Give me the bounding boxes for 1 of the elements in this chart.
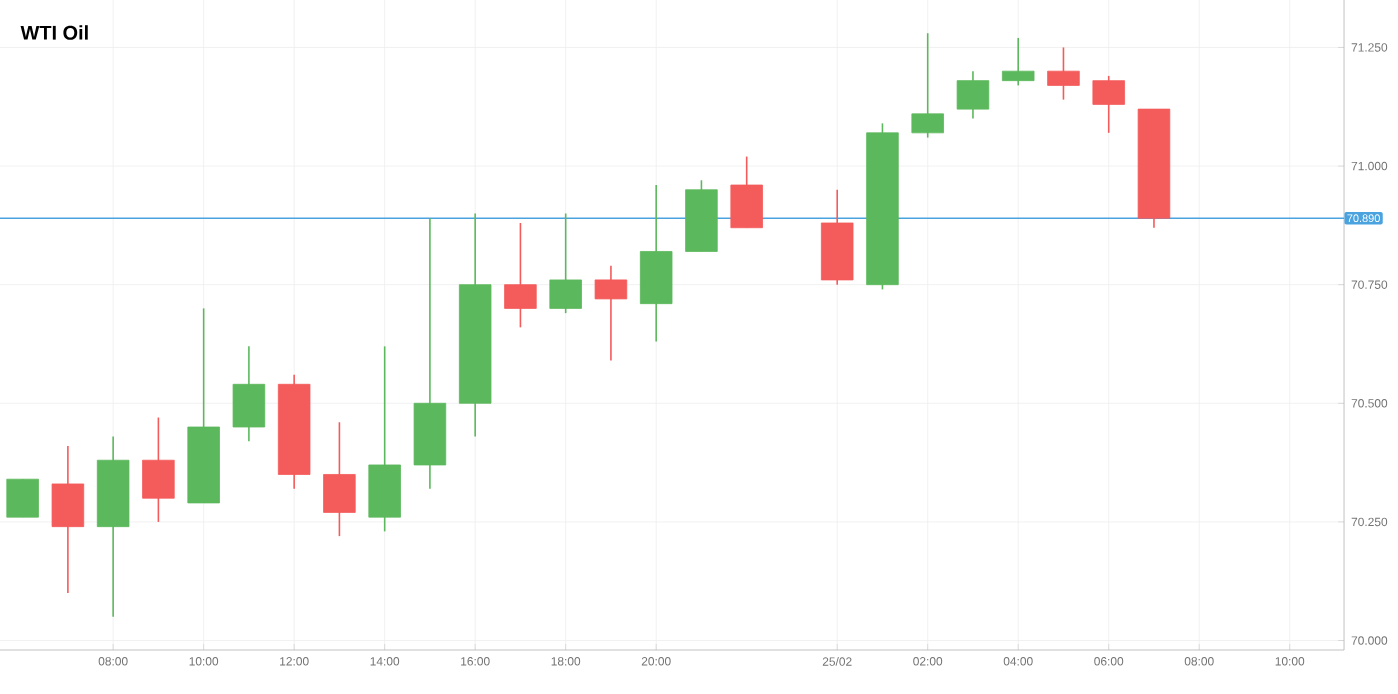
text: WTI Oil — [20, 25, 88, 40]
